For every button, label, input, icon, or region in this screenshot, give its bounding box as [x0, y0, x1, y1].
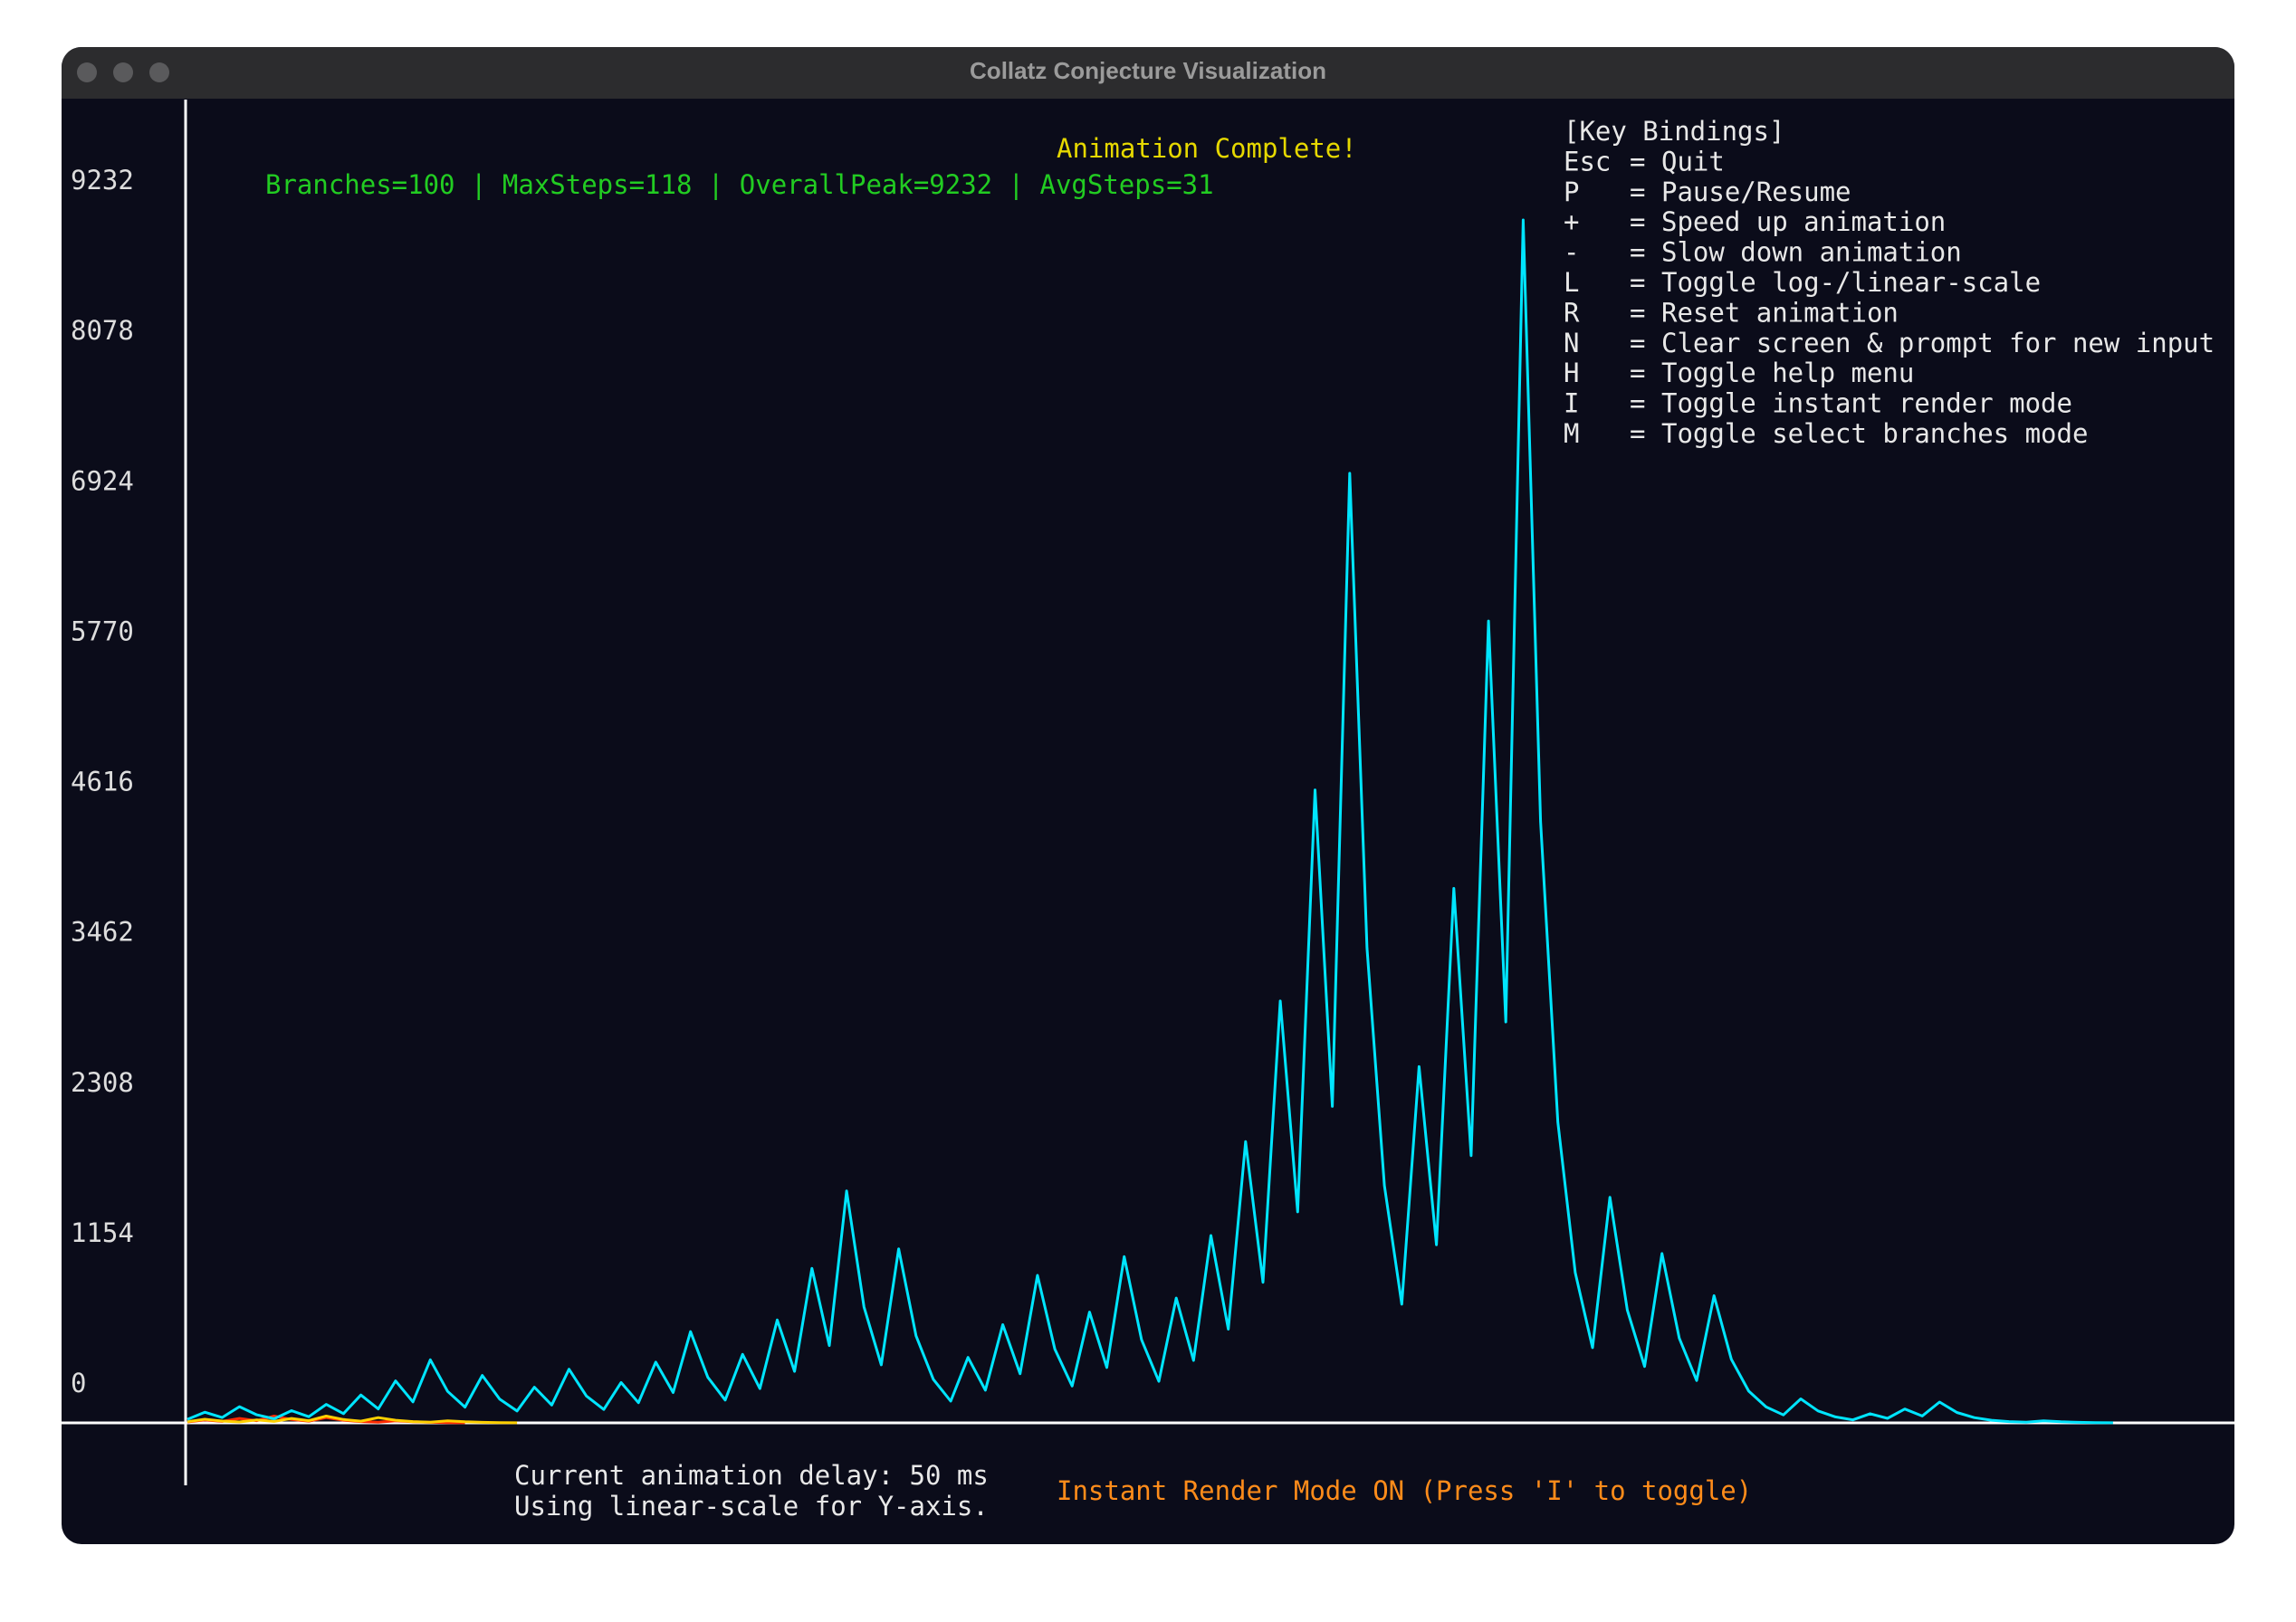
y-tick-label: 3462: [71, 917, 134, 948]
key-description: Pause/Resume: [1661, 177, 1851, 207]
key-description: Speed up animation: [1661, 206, 1946, 237]
key-description: Quit: [1661, 146, 1725, 177]
key-description: Clear screen & prompt for new input: [1661, 328, 2215, 358]
collatz-branch: [187, 1415, 518, 1425]
y-tick-label: 9232: [71, 165, 134, 196]
collatz-branch: [187, 218, 2113, 1425]
key-description: Toggle select branches mode: [1661, 418, 2088, 449]
key-description: Toggle log-/linear-scale: [1661, 267, 2041, 298]
delay-info: Current animation delay: 50 ms: [514, 1460, 989, 1491]
y-tick-label: 1154: [71, 1217, 134, 1248]
window: [62, 47, 2234, 1544]
key-description: Reset animation: [1661, 297, 1899, 328]
minimize-button[interactable]: [113, 62, 133, 82]
window-title: Collatz Conjecture Visualization: [970, 57, 1326, 84]
y-tick-label: 4616: [71, 767, 134, 797]
y-tick-label: 6924: [71, 465, 134, 496]
stats: Branches=100 | MaxSteps=118 | OverallPea…: [265, 169, 1214, 200]
key-name: R: [1564, 297, 1580, 328]
key-separator: =: [1630, 328, 1645, 358]
key-separator: =: [1630, 267, 1645, 298]
key-name: N: [1564, 328, 1579, 358]
y-tick-label: 2308: [71, 1067, 134, 1098]
key-separator: =: [1630, 177, 1645, 207]
key-bindings-title: [Key Bindings]: [1564, 116, 1784, 147]
key-name: +: [1564, 206, 1579, 237]
key-description: Toggle help menu: [1661, 358, 1914, 388]
key-separator: =: [1630, 237, 1645, 268]
key-name: Esc: [1564, 146, 1611, 177]
key-name: M: [1564, 418, 1579, 449]
key-name: H: [1564, 358, 1579, 388]
key-separator: =: [1630, 358, 1645, 388]
key-separator: =: [1630, 418, 1645, 449]
key-description: Slow down animation: [1661, 237, 1962, 268]
key-name: L: [1564, 267, 1579, 298]
window-body: [62, 47, 2234, 1544]
y-tick-label: 5770: [71, 615, 134, 646]
title-bar: [62, 47, 2234, 99]
key-name: I: [1564, 388, 1579, 419]
key-separator: =: [1630, 297, 1645, 328]
scale-info: Using linear-scale for Y-axis.: [514, 1491, 989, 1522]
render-mode: Instant Render Mode ON (Press 'I' to tog…: [1057, 1475, 1752, 1506]
zoom-button[interactable]: [149, 62, 169, 82]
animation-status: Animation Complete!: [1057, 133, 1357, 164]
key-name: -: [1564, 237, 1579, 268]
key-separator: =: [1630, 146, 1645, 177]
key-name: P: [1564, 177, 1579, 207]
y-tick-label: 0: [71, 1368, 86, 1398]
key-description: Toggle instant render mode: [1661, 388, 2072, 419]
close-button[interactable]: [77, 62, 97, 82]
key-separator: =: [1630, 206, 1645, 237]
key-separator: =: [1630, 388, 1645, 419]
y-tick-label: 8078: [71, 315, 134, 346]
